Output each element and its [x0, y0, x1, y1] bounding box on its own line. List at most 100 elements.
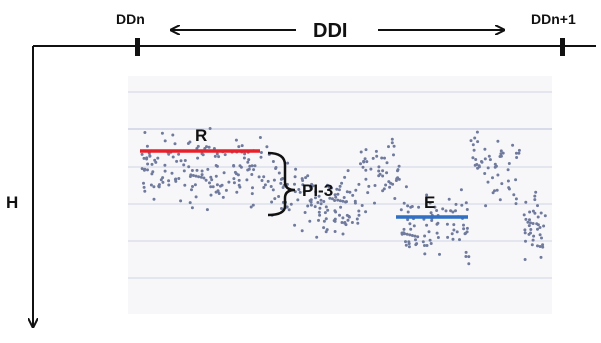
scatter-point	[500, 182, 504, 186]
scatter-point	[160, 131, 164, 135]
scatter-point	[369, 167, 373, 171]
scatter-point	[293, 223, 297, 227]
scatter-point	[323, 211, 327, 215]
scatter-point	[390, 137, 394, 141]
scatter-point	[271, 160, 275, 163]
scatter-point	[232, 164, 236, 168]
scatter-point	[531, 209, 535, 213]
scatter-point	[188, 201, 192, 205]
scatter-point	[353, 199, 357, 203]
scatter-point	[297, 188, 301, 191]
scatter-point	[464, 201, 468, 205]
scatter-point	[140, 152, 144, 156]
scatter-point	[425, 193, 429, 197]
scatter-point	[167, 179, 171, 183]
scatter-point	[377, 169, 381, 173]
scatter-point	[314, 190, 318, 194]
scatter-point	[412, 224, 416, 228]
scatter-point	[167, 183, 171, 187]
scatter-point	[243, 152, 247, 156]
scatter-point	[464, 255, 468, 258]
scatter-point	[512, 193, 516, 197]
scatter-point	[524, 239, 527, 243]
scatter-point	[454, 209, 457, 213]
scatter-point	[293, 182, 296, 186]
scatter-point	[208, 181, 211, 185]
scatter-point	[246, 160, 250, 164]
scatter-point	[318, 213, 322, 217]
scatter-point	[309, 203, 313, 207]
scatter-point	[495, 188, 499, 192]
scatter-point	[459, 188, 463, 192]
scatter-point	[249, 205, 253, 209]
scatter-point	[163, 163, 167, 167]
scatter-point	[541, 243, 545, 247]
scatter-point	[187, 165, 191, 169]
scatter-point	[342, 196, 346, 199]
scatter-point	[526, 220, 530, 224]
scatter-point	[247, 158, 251, 162]
scatter-point	[523, 258, 527, 261]
scatter-point	[433, 205, 437, 209]
scatter-point	[425, 223, 429, 227]
scatter-point	[487, 154, 491, 158]
scatter-point	[360, 204, 364, 207]
scatter-point	[319, 202, 323, 206]
scatter-point	[143, 131, 147, 134]
scatter-point	[464, 231, 468, 235]
scatter-point	[258, 136, 262, 139]
scatter-point	[397, 177, 401, 181]
scatter-point	[391, 182, 395, 186]
scatter-point	[438, 252, 441, 256]
label-r: R	[195, 126, 207, 145]
scatter-point	[209, 185, 213, 189]
scatter-point	[476, 140, 480, 144]
scatter-point	[303, 211, 307, 214]
scatter-point	[336, 192, 340, 196]
scatter-point	[306, 204, 310, 208]
scatter-point	[224, 188, 228, 192]
scatter-point	[480, 160, 484, 164]
scatter-point	[374, 149, 378, 153]
scatter-point	[474, 158, 478, 161]
scatter-point	[269, 185, 273, 188]
scatter-point	[250, 164, 254, 168]
plot-gridlines	[128, 91, 552, 279]
scatter-point	[253, 164, 257, 168]
scatter-point	[287, 208, 291, 212]
scatter-point	[146, 162, 150, 166]
scatter-point	[250, 173, 254, 176]
scatter-point	[486, 166, 490, 170]
scatter-point	[326, 208, 330, 212]
scatter-point	[315, 235, 319, 239]
scatter-point	[319, 198, 323, 202]
scatter-point	[183, 159, 187, 162]
scatter-point	[499, 154, 503, 158]
scatter-point	[333, 193, 337, 197]
scatter-point	[366, 191, 370, 195]
scatter-point	[270, 200, 274, 204]
scatter-point	[262, 186, 266, 189]
scatter-point	[491, 176, 494, 180]
scatter-point	[541, 245, 545, 249]
scatter-point	[536, 227, 539, 231]
scatter-point	[157, 184, 161, 188]
scatter-point	[496, 173, 500, 177]
scatter-point	[400, 232, 404, 236]
scatter-point	[149, 183, 153, 187]
scatter-point	[309, 187, 313, 191]
scatter-point	[445, 222, 449, 226]
scatter-point	[430, 219, 434, 222]
scatter-point	[536, 215, 540, 219]
scatter-point	[351, 193, 355, 197]
scatter-point	[373, 201, 376, 205]
scatter-point	[534, 190, 538, 194]
scatter-point	[308, 219, 312, 223]
scatter-point	[143, 167, 147, 171]
scatter-point	[211, 185, 215, 189]
scatter-point	[462, 223, 465, 227]
scatter-point	[410, 234, 414, 237]
scatter-point	[310, 182, 314, 186]
scatter-point	[314, 196, 317, 200]
scatter-point	[333, 230, 337, 233]
